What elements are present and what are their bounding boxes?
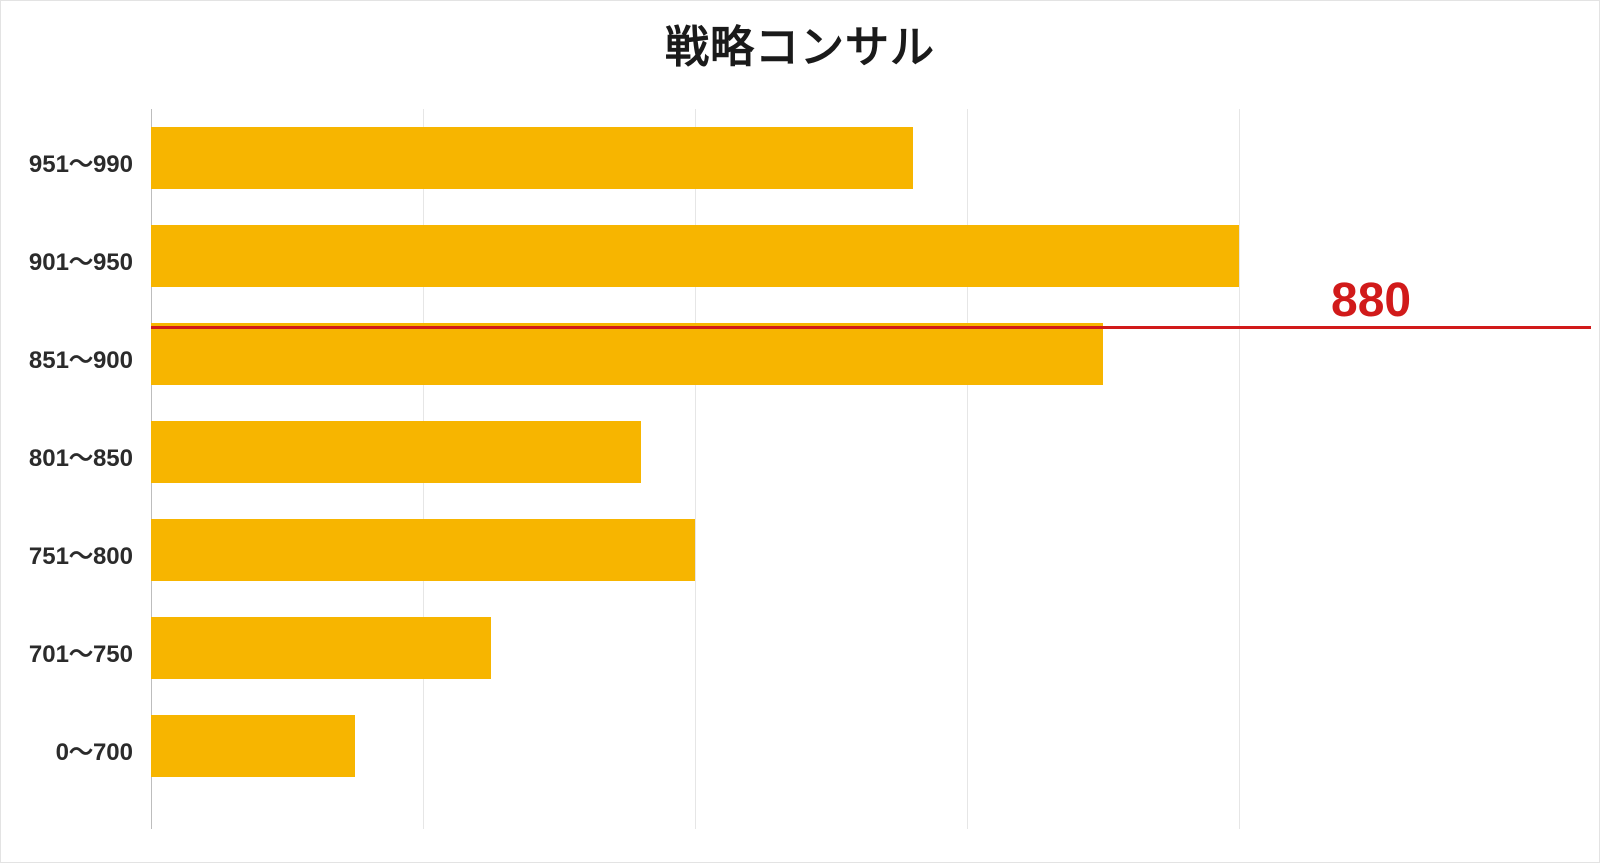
chart-frame: 戦略コンサル 880 951～990 901～950 851～900 801～850 7…: [0, 0, 1600, 863]
bar-row: [151, 519, 1511, 581]
y-axis-label: 951～990: [1, 144, 133, 179]
y-axis-label: 901～950: [1, 242, 133, 277]
bar-row: [151, 715, 1511, 777]
bar-row: [151, 127, 1511, 189]
bar-row: [151, 225, 1511, 287]
bar: [151, 421, 641, 483]
y-axis-label: 801～850: [1, 438, 133, 473]
bar: [151, 225, 1239, 287]
plot-area: [151, 109, 1511, 829]
bar-row: [151, 617, 1511, 679]
bar: [151, 519, 695, 581]
y-axis-label: 751～800: [1, 536, 133, 571]
bar: [151, 715, 355, 777]
annotation-label: 880: [1331, 273, 1411, 328]
bar: [151, 617, 491, 679]
bar-row: [151, 421, 1511, 483]
y-axis-label: 0～700: [1, 732, 133, 767]
chart-title: 戦略コンサル: [1, 11, 1599, 75]
bar: [151, 127, 913, 189]
y-axis-label: 851～900: [1, 340, 133, 375]
bar: [151, 323, 1103, 385]
bar-row: [151, 323, 1511, 385]
y-axis-label: 701～750: [1, 634, 133, 669]
